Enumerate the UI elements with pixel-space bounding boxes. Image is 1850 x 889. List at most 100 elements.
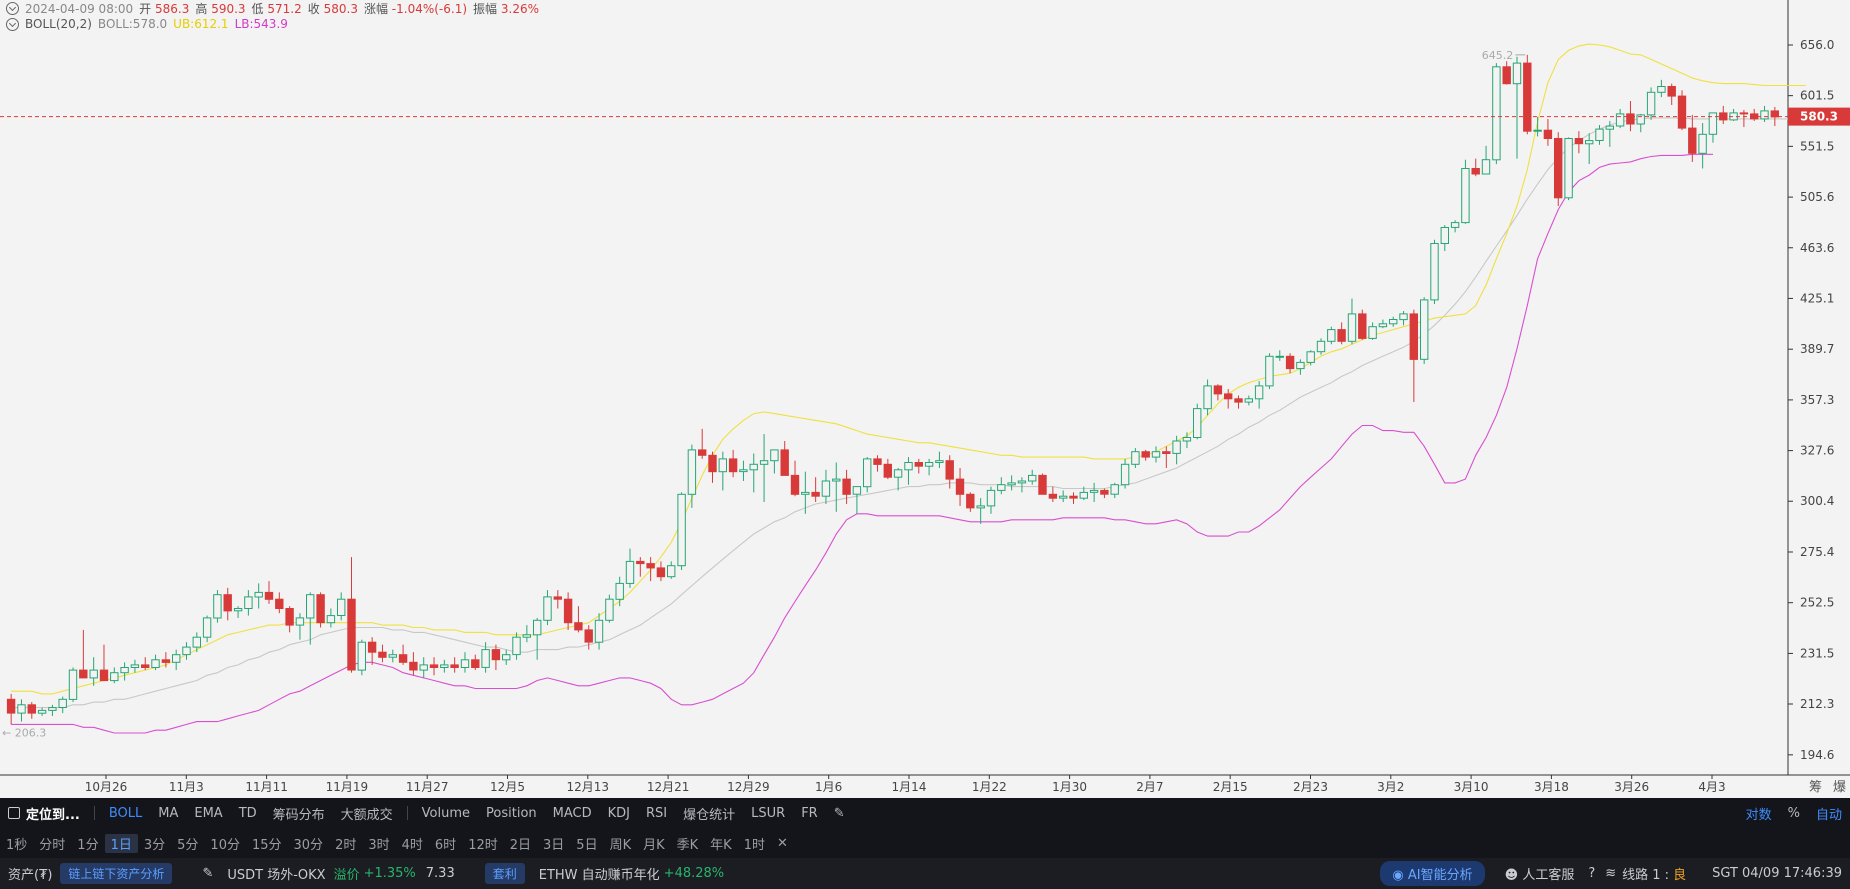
candle-down: [1523, 62, 1532, 132]
percent-scale-toggle[interactable]: %: [1787, 805, 1800, 821]
indicator-ma[interactable]: MA: [158, 805, 179, 821]
candle-down: [1038, 474, 1047, 495]
corner-toggle[interactable]: 爆: [1833, 780, 1846, 795]
timeframe-1h[interactable]: 1时: [743, 837, 765, 853]
candle-up: [1296, 361, 1305, 370]
timeframe-intraday[interactable]: 分时: [39, 837, 66, 853]
arbitrage-button[interactable]: 套利: [484, 863, 525, 884]
y-tick-label: 463.6: [1800, 241, 1834, 255]
indicator-ema[interactable]: EMA: [194, 805, 223, 821]
asset-label[interactable]: 资产(₮): [8, 868, 53, 883]
candle-up: [502, 654, 511, 661]
timeframe-2d[interactable]: 2日: [509, 837, 532, 853]
candle-up: [1492, 66, 1501, 161]
candle-down: [1770, 110, 1779, 118]
auto-scale-toggle[interactable]: 自动: [1815, 807, 1842, 823]
high-label: 高: [195, 2, 208, 16]
candle-up: [1461, 168, 1470, 224]
timeframe-10m[interactable]: 10分: [210, 837, 240, 853]
candle-down: [1234, 398, 1243, 403]
timeframe-month[interactable]: 月K: [643, 837, 665, 853]
x-tick-label: 12月5: [490, 780, 525, 794]
x-tick-label: 1月6: [815, 780, 842, 794]
indicator-position[interactable]: Position: [486, 805, 537, 821]
indicator-boll[interactable]: BOLL: [108, 805, 143, 821]
candle-down: [367, 641, 377, 653]
timeframe-3d[interactable]: 3日: [543, 837, 565, 853]
timeframe-4h[interactable]: 4时: [401, 837, 423, 853]
chart-area[interactable]: 656.0 601.5 551.5 505.6 463.6 425.1 389.7 357.3…: [0, 0, 1850, 798]
x-tick-label: 2月23: [1293, 780, 1328, 794]
x-tick-label: 2月7: [1136, 780, 1163, 794]
candle-up: [1265, 355, 1274, 387]
boll-name[interactable]: BOLL(20,2): [25, 17, 92, 31]
boll-ub-line: [11, 43, 1806, 695]
candle-up: [1131, 451, 1140, 465]
timeframe-toolbar: 1秒 分时 1分 1日 3分 5分 10分 15分 30分 2时 3时 4时 6…: [0, 828, 1850, 858]
boll-lb-line: [11, 153, 1713, 734]
corner-toggle[interactable]: 筹: [1809, 779, 1822, 795]
candle-up: [1440, 227, 1449, 244]
candle-down: [450, 664, 459, 669]
timeframe-week[interactable]: 周K: [609, 837, 632, 853]
candle-down: [1358, 313, 1367, 339]
ai-analysis-button[interactable]: ◉ AI智能分析: [1380, 861, 1485, 886]
candle-up: [1203, 385, 1212, 410]
candle-down: [945, 460, 954, 480]
timeframe-12h[interactable]: 12时: [468, 837, 498, 853]
line-label[interactable]: 线路 1 :: [1622, 868, 1670, 883]
indicator-liquidation[interactable]: 爆仓统计: [683, 807, 736, 823]
indicator-large-trades[interactable]: 大额成交: [340, 807, 393, 823]
candle-up: [904, 462, 913, 471]
indicator-kdj[interactable]: KDJ: [607, 805, 630, 821]
indicator-lsur[interactable]: LSUR: [751, 805, 786, 821]
collapse-boll-icon[interactable]: [6, 17, 19, 31]
x-tick-label: 11月11: [245, 780, 288, 794]
current-price-tag: [1788, 107, 1850, 126]
locate-button[interactable]: 定位到...: [0, 804, 88, 823]
timeframe-5d[interactable]: 5日: [576, 837, 598, 853]
candle-up: [1378, 323, 1388, 328]
timeframe-3h[interactable]: 3时: [368, 837, 390, 853]
timeframe-30m[interactable]: 30分: [293, 837, 324, 853]
divider: [406, 806, 408, 820]
boll-mid-value: BOLL:578.0: [97, 17, 168, 31]
timeframe-2h[interactable]: 2时: [335, 837, 357, 853]
indicator-chip[interactable]: 筹码分布: [272, 807, 325, 823]
candle-up: [1275, 355, 1284, 358]
support-button[interactable]: ☻ 人工客服: [1505, 864, 1575, 883]
candle-up: [326, 615, 336, 624]
help-icon[interactable]: ?: [1588, 866, 1596, 881]
timeframe-quarter[interactable]: 季K: [676, 837, 699, 853]
candle-up: [1254, 385, 1264, 400]
candlestick-chart[interactable]: 656.0 601.5 551.5 505.6 463.6 425.1 389.7 357.3…: [0, 0, 1850, 798]
candle-up: [1450, 222, 1460, 228]
indicator-volume[interactable]: Volume: [421, 805, 471, 821]
candle-up: [419, 664, 428, 671]
candle-up: [172, 654, 181, 663]
indicator-rsi[interactable]: RSI: [646, 805, 668, 821]
premium-value: +1.35%: [363, 866, 416, 881]
y-tick-label: 656.0: [1800, 38, 1834, 52]
close-icon[interactable]: ✕: [776, 835, 788, 851]
timeframe-6h[interactable]: 6时: [434, 837, 457, 853]
edit-indicators-icon[interactable]: ✎: [833, 805, 845, 821]
timeframe-1s[interactable]: 1秒: [6, 837, 28, 853]
log-scale-toggle[interactable]: 对数: [1745, 807, 1772, 823]
y-tick-label: 275.4: [1800, 545, 1834, 559]
timeframe-year[interactable]: 年K: [710, 837, 732, 853]
timeframe-15m[interactable]: 15分: [251, 837, 282, 853]
indicator-fr[interactable]: FR: [801, 805, 818, 821]
timeframe-1m[interactable]: 1分: [77, 837, 99, 853]
candle-down: [698, 449, 707, 456]
asset-analysis-button[interactable]: 链上链下资产分析: [60, 863, 173, 884]
timeframe-5m[interactable]: 5分: [177, 837, 199, 853]
indicator-macd[interactable]: MACD: [552, 805, 592, 821]
collapse-toggle-icon[interactable]: [6, 2, 19, 15]
y-tick-label: 194.6: [1800, 748, 1834, 762]
timeframe-3m[interactable]: 3分: [143, 837, 166, 853]
pen-icon[interactable]: ✎: [202, 866, 214, 881]
indicator-td[interactable]: TD: [238, 805, 257, 821]
timeframe-1d[interactable]: 1日: [104, 833, 138, 853]
amplitude-label: 振幅: [473, 2, 498, 16]
